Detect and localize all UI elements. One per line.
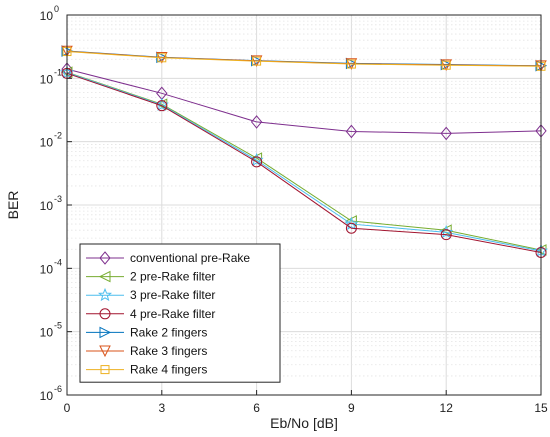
y-tick-exponent: 0 bbox=[54, 4, 59, 14]
data-point bbox=[251, 156, 263, 168]
legend-label: Rake 3 fingers bbox=[130, 344, 207, 358]
x-tick-label: 3 bbox=[158, 401, 165, 415]
data-point bbox=[441, 60, 451, 70]
y-tick-label: 10 bbox=[40, 326, 54, 340]
y-tick-label: 10 bbox=[40, 262, 54, 276]
y-tick-exponent: -6 bbox=[54, 384, 62, 394]
data-point bbox=[252, 56, 262, 66]
legend-label: Rake 2 fingers bbox=[130, 325, 207, 339]
x-tick-label: 6 bbox=[253, 401, 260, 415]
legend-label: 3 pre-Rake filter bbox=[130, 288, 215, 302]
legend-label: 2 pre-Rake filter bbox=[130, 270, 215, 284]
legend-entry: conventional pre-Rake bbox=[86, 251, 250, 265]
legend-entry: 2 pre-Rake filter bbox=[86, 270, 215, 284]
legend-box bbox=[79, 243, 281, 383]
data-point bbox=[345, 222, 357, 234]
x-tick-label: 15 bbox=[534, 401, 548, 415]
grid bbox=[66, 15, 542, 396]
y-tick-exponent: -5 bbox=[54, 321, 62, 331]
legend-marker bbox=[97, 287, 113, 302]
y-tick-label: 10 bbox=[40, 136, 54, 150]
legend-entry: Rake 3 fingers bbox=[86, 344, 207, 358]
y-tick-exponent: -4 bbox=[54, 257, 62, 267]
legend-entry: Rake 2 fingers bbox=[86, 325, 207, 339]
legend-label: Rake 4 fingers bbox=[130, 363, 207, 377]
series-line bbox=[66, 68, 542, 134]
series-line bbox=[66, 71, 542, 251]
data-point bbox=[250, 115, 263, 129]
data-point bbox=[344, 216, 359, 231]
series-line bbox=[66, 72, 542, 253]
x-tick-label: 12 bbox=[440, 401, 454, 415]
x-axis-label: Eb/No [dB] bbox=[270, 415, 338, 431]
legend-marker bbox=[99, 308, 111, 320]
legend-entry: 4 pre-Rake filter bbox=[86, 307, 215, 321]
legend-marker bbox=[100, 365, 110, 375]
series-line bbox=[66, 51, 542, 67]
data-point bbox=[157, 53, 167, 63]
x-tick-label: 9 bbox=[348, 401, 355, 415]
legend-entry: Rake 4 fingers bbox=[86, 363, 207, 377]
data-point bbox=[440, 229, 452, 241]
legend-marker bbox=[99, 345, 111, 358]
legend-marker bbox=[98, 270, 111, 283]
y-tick-label: 10 bbox=[40, 9, 54, 23]
y-tick-exponent: -2 bbox=[54, 131, 62, 141]
data-point bbox=[346, 59, 356, 69]
y-tick-label: 10 bbox=[40, 72, 54, 86]
y-axis-label: BER bbox=[5, 191, 21, 220]
legend-entry: 3 pre-Rake filter bbox=[86, 287, 215, 302]
legend-label: conventional pre-Rake bbox=[130, 251, 250, 265]
legend: conventional pre-Rake 2 pre-Rake filter 3 … bbox=[79, 243, 281, 383]
legend-marker bbox=[99, 326, 112, 339]
y-tick-label: 10 bbox=[40, 199, 54, 213]
series-line bbox=[66, 72, 542, 252]
legend-label: 4 pre-Rake filter bbox=[130, 307, 215, 321]
x-tick-label: 0 bbox=[64, 401, 71, 415]
legend-marker bbox=[99, 251, 111, 265]
data-point bbox=[345, 124, 358, 139]
data-point bbox=[156, 100, 168, 112]
y-tick-exponent: -1 bbox=[54, 67, 62, 77]
data-point bbox=[249, 152, 264, 167]
y-tick-exponent: -3 bbox=[54, 194, 62, 204]
data-point bbox=[440, 126, 452, 141]
y-tick-label: 10 bbox=[40, 389, 54, 403]
